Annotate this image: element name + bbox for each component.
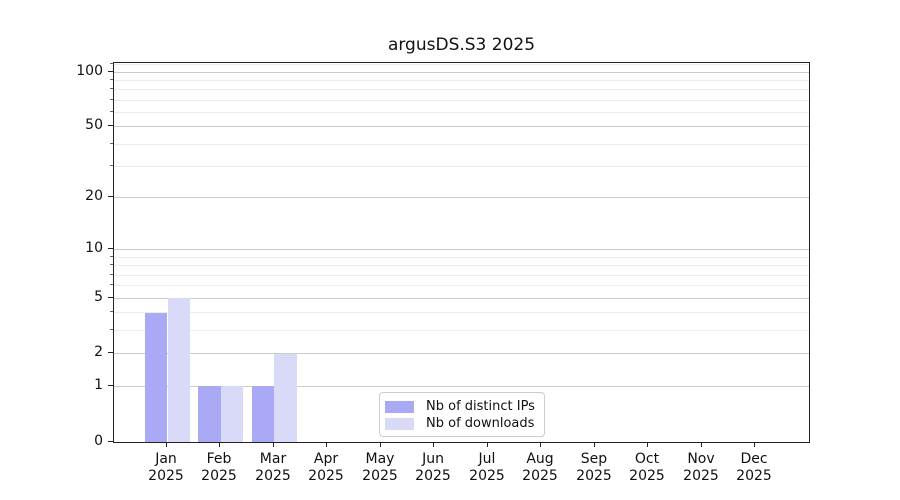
x-tick-label: May 2025 [362, 451, 398, 484]
x-tick-mark [380, 443, 381, 447]
y-tick-label: 2 [94, 344, 103, 360]
y-tick-label: 10 [85, 240, 103, 256]
bar-feb-s1 [220, 386, 244, 442]
bar-jan-s1 [167, 298, 191, 442]
legend-label-distinct-ips: Nb of distinct IPs [426, 399, 535, 414]
x-tick-label: Nov 2025 [683, 451, 719, 484]
chart-title: argusDS.S3 2025 [387, 35, 536, 55]
y-tick-mark-minor [110, 311, 113, 312]
y-tick-label: 0 [94, 433, 103, 449]
y-tick-mark [108, 248, 113, 249]
y-tick-mark-minor [110, 329, 113, 330]
x-tick-mark [754, 443, 755, 447]
y-tick-mark-minor [110, 88, 113, 89]
y-tick-label: 100 [76, 63, 103, 79]
y-tick-mark [108, 125, 113, 126]
x-tick-mark [219, 443, 220, 447]
gridline-minor [114, 265, 809, 266]
x-tick-mark [594, 443, 595, 447]
x-tick-mark [166, 443, 167, 447]
y-tick-mark-minor [110, 274, 113, 275]
x-tick-label: Jul 2025 [469, 451, 505, 484]
gridline-major [114, 197, 809, 198]
y-tick-label: 20 [85, 188, 103, 204]
bar-jan-s0 [144, 313, 168, 442]
x-tick-label: Sep 2025 [576, 451, 612, 484]
x-tick-label: Jan 2025 [148, 451, 184, 484]
y-tick-mark [108, 441, 113, 442]
x-tick-mark [487, 443, 488, 447]
gridline-major [114, 386, 809, 387]
bar-mar-s1 [274, 353, 297, 442]
y-tick-mark-minor [110, 99, 113, 100]
y-tick-mark [108, 297, 113, 298]
y-tick-label: 5 [94, 289, 103, 305]
x-tick-label: Feb 2025 [201, 451, 237, 484]
legend-swatch-downloads [385, 417, 414, 430]
x-tick-mark [540, 443, 541, 447]
plot-area [113, 62, 810, 443]
x-tick-mark [273, 443, 274, 447]
gridline-minor [114, 312, 809, 313]
x-tick-label: Apr 2025 [308, 451, 344, 484]
y-tick-mark-minor [110, 264, 113, 265]
y-tick-label: 50 [85, 117, 103, 133]
legend-swatch-distinct-ips [385, 400, 414, 413]
x-tick-label: Dec 2025 [736, 451, 772, 484]
x-tick-mark [701, 443, 702, 447]
x-tick-mark [326, 443, 327, 447]
gridline-major [114, 72, 809, 73]
gridline-minor [114, 89, 809, 90]
gridline-minor [114, 112, 809, 113]
legend-item-distinct-ips: Nb of distinct IPs [380, 398, 544, 415]
y-tick-mark-minor [110, 111, 113, 112]
y-tick-mark-minor [110, 79, 113, 80]
x-tick-mark [433, 443, 434, 447]
bar-feb-s0 [198, 386, 221, 442]
gridline-minor [114, 80, 809, 81]
y-tick-mark-minor [110, 143, 113, 144]
x-tick-label: Mar 2025 [255, 451, 291, 484]
gridline-minor [114, 257, 809, 258]
gridline-major [114, 298, 809, 299]
gridline-major [114, 353, 809, 354]
y-tick-mark [108, 196, 113, 197]
gridline-minor [114, 64, 809, 65]
gridline-minor [114, 166, 809, 167]
y-tick-mark [108, 385, 113, 386]
x-tick-mark [647, 443, 648, 447]
x-tick-label: Jun 2025 [415, 451, 451, 484]
y-tick-label: 1 [94, 377, 103, 393]
legend-label-downloads: Nb of downloads [426, 416, 535, 431]
x-tick-label: Aug 2025 [522, 451, 558, 484]
y-tick-mark-minor [110, 284, 113, 285]
y-tick-mark [108, 71, 113, 72]
legend-item-downloads: Nb of downloads [380, 415, 544, 432]
y-tick-mark [108, 352, 113, 353]
gridline-minor [114, 275, 809, 276]
gridline-minor [114, 285, 809, 286]
gridline-minor [114, 330, 809, 331]
bar-mar-s0 [251, 386, 275, 442]
gridline-major [114, 249, 809, 250]
x-tick-label: Oct 2025 [629, 451, 665, 484]
y-tick-mark-minor [110, 165, 113, 166]
legend: Nb of distinct IPs Nb of downloads [379, 392, 545, 437]
gridline-minor [114, 144, 809, 145]
y-tick-mark-minor [110, 256, 113, 257]
gridline-minor [114, 100, 809, 101]
y-tick-mark-minor [110, 63, 113, 64]
gridline-major [114, 126, 809, 127]
